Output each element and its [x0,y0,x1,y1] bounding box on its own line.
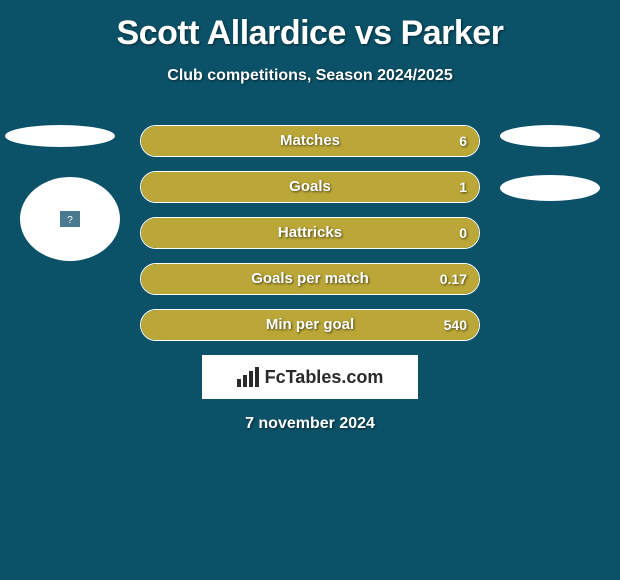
bar-row: Matches6 [140,125,480,157]
chart-area: ? Matches6 Goals1 Hattricks0 Goals per matc… [0,125,620,341]
bar-row: Goals per match0.17 [140,263,480,295]
bar-label: Min per goal [141,310,479,340]
oval-right-2 [500,175,600,201]
bar-label: Goals per match [141,264,479,294]
bar-value: 6 [459,126,467,156]
date-text: 7 november 2024 [0,415,620,433]
svg-text:?: ? [67,215,73,225]
footer-logo: FcTables.com [202,355,418,399]
bar-value: 0.17 [440,264,467,294]
oval-left-1 [5,125,115,147]
subtitle: Club competitions, Season 2024/2025 [0,67,620,85]
bar-value: 0 [459,218,467,248]
bars-container: Matches6Goals1Hattricks0Goals per match0… [140,125,480,341]
logo-text: FcTables.com [265,367,384,388]
bar-row: Hattricks0 [140,217,480,249]
bar-row: Min per goal540 [140,309,480,341]
bar-value: 1 [459,172,467,202]
bar-value: 540 [444,310,467,340]
bar-label: Hattricks [141,218,479,248]
page-title: Scott Allardice vs Parker [0,0,620,53]
logo-bars-icon [237,367,259,387]
bar-label: Goals [141,172,479,202]
bar-row: Goals1 [140,171,480,203]
oval-right-1 [500,125,600,147]
circle-left: ? [20,177,120,261]
badge-icon: ? [59,210,81,228]
bar-label: Matches [141,126,479,156]
